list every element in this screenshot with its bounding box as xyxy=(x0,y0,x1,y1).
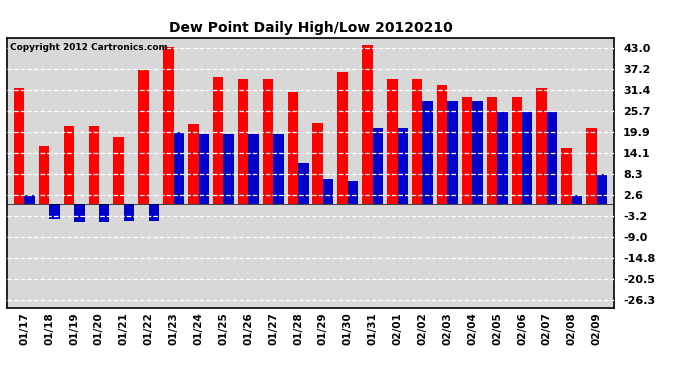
Bar xyxy=(313,123,323,204)
Bar xyxy=(24,195,34,204)
Bar xyxy=(486,97,497,204)
Bar xyxy=(263,79,273,204)
Bar xyxy=(163,46,174,204)
Bar xyxy=(74,204,85,222)
Bar xyxy=(323,179,333,204)
Bar xyxy=(199,134,209,204)
Title: Dew Point Daily High/Low 20120210: Dew Point Daily High/Low 20120210 xyxy=(168,21,453,35)
Bar xyxy=(213,77,224,204)
Bar xyxy=(422,101,433,204)
Bar xyxy=(373,128,383,204)
Bar xyxy=(99,204,110,222)
Bar xyxy=(138,70,149,204)
Bar xyxy=(113,137,124,204)
Bar xyxy=(536,88,547,204)
Bar xyxy=(298,162,308,204)
Bar xyxy=(238,79,248,204)
Bar xyxy=(547,112,558,204)
Bar xyxy=(497,112,508,204)
Bar xyxy=(124,204,135,220)
Bar xyxy=(39,146,49,204)
Bar xyxy=(188,124,199,204)
Bar xyxy=(597,174,607,204)
Bar xyxy=(472,101,483,204)
Bar xyxy=(437,85,447,204)
Bar xyxy=(522,112,533,204)
Bar xyxy=(362,45,373,204)
Bar xyxy=(63,126,74,204)
Bar xyxy=(88,126,99,204)
Bar xyxy=(511,97,522,204)
Bar xyxy=(348,181,358,204)
Bar xyxy=(149,204,159,220)
Bar xyxy=(572,195,582,204)
Bar xyxy=(387,79,397,204)
Bar xyxy=(447,101,458,204)
Bar xyxy=(49,204,59,219)
Bar xyxy=(273,134,284,204)
Text: Copyright 2012 Cartronics.com: Copyright 2012 Cartronics.com xyxy=(10,43,168,52)
Bar xyxy=(462,97,472,204)
Bar xyxy=(288,92,298,204)
Bar xyxy=(562,148,572,204)
Bar xyxy=(248,134,259,204)
Bar xyxy=(397,128,408,204)
Bar xyxy=(337,72,348,204)
Bar xyxy=(14,88,24,204)
Bar xyxy=(586,128,597,204)
Bar xyxy=(174,132,184,204)
Bar xyxy=(412,79,422,204)
Bar xyxy=(224,134,234,204)
